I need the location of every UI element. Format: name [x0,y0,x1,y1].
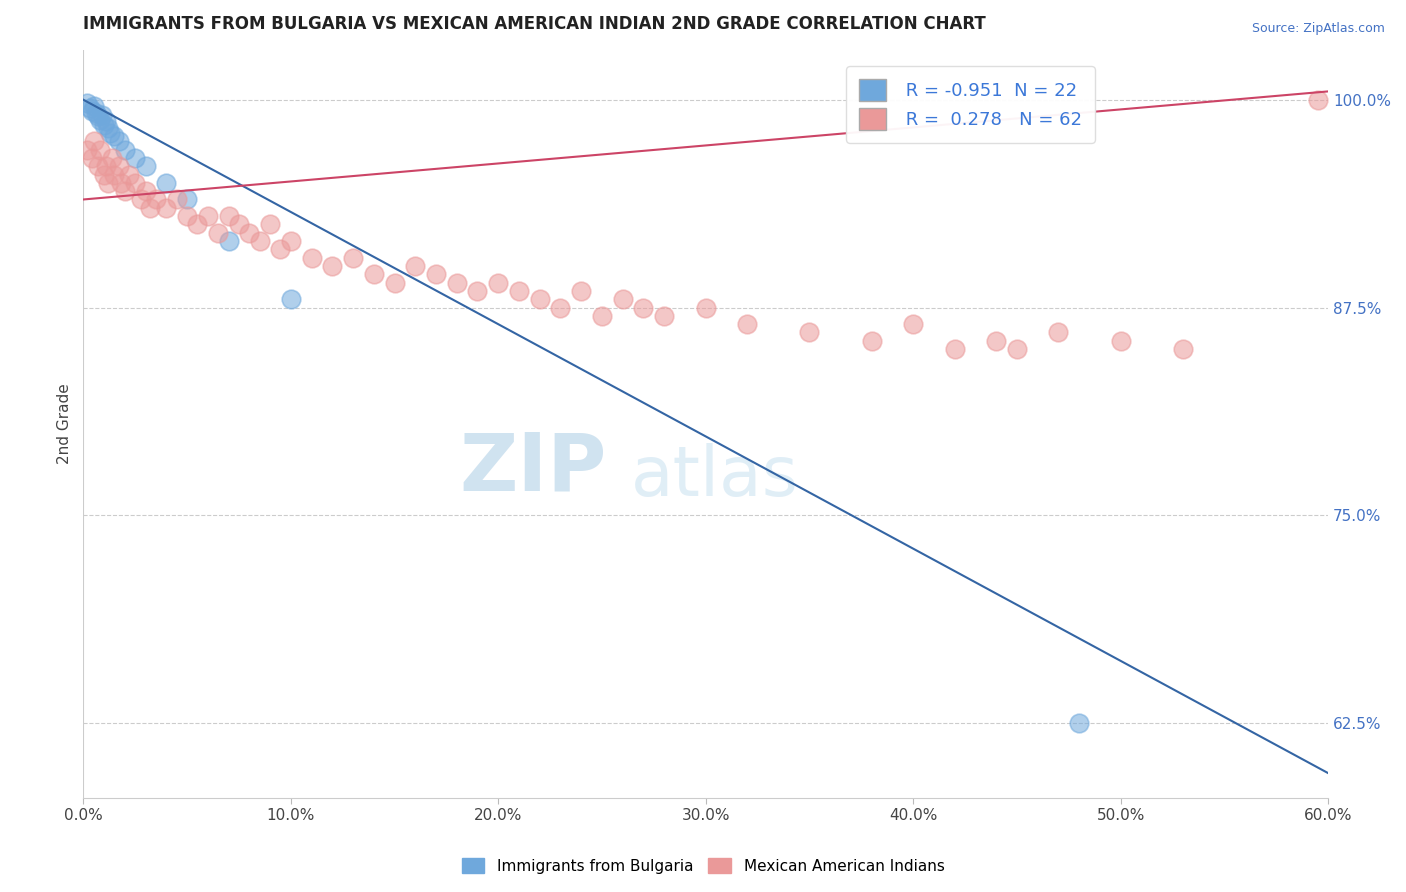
Point [735,317,758,331]
Point [228,218,250,232]
Point [695,301,717,315]
Point [486,276,509,290]
Point [80,104,103,119]
Point [238,226,260,240]
Point [218,234,240,248]
Point [1109,334,1132,348]
Point [131,193,153,207]
Point [87,109,110,123]
Point [93,118,115,132]
Point [97,120,120,135]
Text: atlas: atlas [631,442,799,510]
Point [91,108,114,122]
Point [176,209,198,223]
Point [207,226,229,240]
Point [321,259,343,273]
Point [799,326,821,340]
Point [103,129,125,144]
Point [135,184,157,198]
Text: Source: ZipAtlas.com: Source: ZipAtlas.com [1251,22,1385,36]
Point [138,201,160,215]
Legend: Immigrants from Bulgaria, Mexican American Indians: Immigrants from Bulgaria, Mexican Americ… [456,852,950,880]
Point [107,134,129,148]
Point [591,309,613,323]
Point [124,151,146,165]
Point [110,176,132,190]
Point [1005,342,1028,356]
Point [103,168,125,182]
Point [80,151,103,165]
Point [93,168,115,182]
Point [118,168,141,182]
Point [155,176,177,190]
Point [280,234,302,248]
Point [155,201,177,215]
Point [114,143,136,157]
Point [186,218,208,232]
Point [652,309,675,323]
Point [259,218,281,232]
Point [1047,326,1070,340]
Point [166,193,188,207]
Point [425,268,447,282]
Text: IMMIGRANTS FROM BULGARIA VS MEXICAN AMERICAN INDIAN 2ND GRADE CORRELATION CHART: IMMIGRANTS FROM BULGARIA VS MEXICAN AMER… [83,15,986,33]
Point [114,184,136,198]
Point [404,259,426,273]
Point [89,112,111,127]
Point [280,292,302,306]
Point [83,99,105,113]
Point [84,106,107,120]
Point [1306,93,1329,107]
Point [176,193,198,207]
Point [1171,342,1194,356]
Point [860,334,883,348]
Point [101,151,124,165]
Point [197,209,219,223]
Point [612,292,634,306]
Point [249,234,271,248]
Point [124,176,146,190]
Point [98,126,121,140]
Point [87,159,110,173]
Point [218,209,240,223]
Y-axis label: 2nd Grade: 2nd Grade [58,384,72,465]
Point [508,284,530,298]
Point [986,334,1008,348]
Point [384,276,406,290]
Point [569,284,592,298]
Text: ZIP: ZIP [458,430,606,508]
Point [89,143,111,157]
Point [135,159,157,173]
Point [943,342,966,356]
Point [94,159,117,173]
Point [83,134,105,148]
Point [550,301,572,315]
Point [342,251,364,265]
Legend:  R = -0.951  N = 22,  R =  0.278   N = 62: R = -0.951 N = 22, R = 0.278 N = 62 [846,66,1095,143]
Point [97,176,120,190]
Point [529,292,551,306]
Point [633,301,655,315]
Point [94,114,117,128]
Point [363,268,385,282]
Point [107,159,129,173]
Point [145,193,167,207]
Point [76,96,98,111]
Point [301,251,323,265]
Point [1069,716,1091,731]
Point [467,284,489,298]
Point [901,317,924,331]
Point [76,143,98,157]
Point [269,243,291,257]
Point [79,101,101,115]
Point [446,276,468,290]
